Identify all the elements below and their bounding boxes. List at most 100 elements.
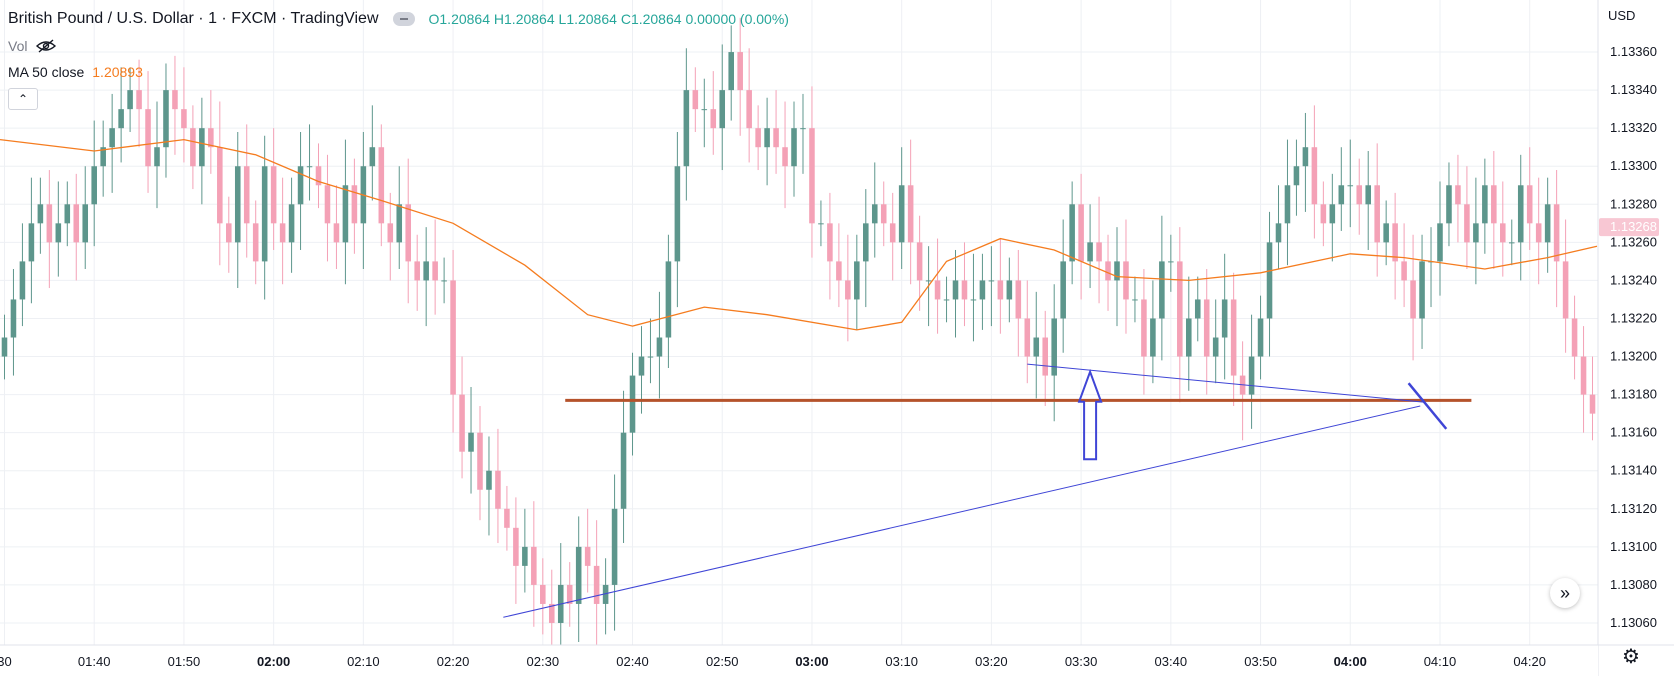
collapse-pill-icon[interactable]	[392, 12, 415, 26]
trend-line[interactable]	[1027, 363, 1425, 403]
candle-body	[629, 375, 636, 433]
close-value: 1.20864	[630, 11, 682, 27]
price-axis-bg	[1598, 0, 1674, 676]
legend-main: British Pound / U.S. Dollar · 1 · FXCM ·…	[8, 10, 789, 28]
legend-volume: Vol	[8, 38, 57, 54]
ma-label[interactable]: MA 50 close	[8, 64, 85, 80]
candle-body	[719, 90, 726, 129]
candle-body	[217, 147, 223, 224]
candle-body	[19, 261, 26, 300]
time-tick-label: 04:10	[1424, 654, 1457, 669]
candle-body	[1401, 261, 1407, 281]
gear-icon[interactable]: ⚙	[1622, 646, 1640, 668]
price-tick-label: 1.13340	[1610, 82, 1657, 97]
candle-body	[1320, 204, 1327, 224]
candle-body	[288, 204, 295, 243]
candle-body	[396, 204, 403, 243]
candle-body	[1159, 261, 1165, 319]
high-value: 1.20864	[504, 11, 555, 27]
time-axis-bg	[0, 645, 1598, 676]
candle-body	[611, 508, 618, 585]
candle-body	[369, 147, 376, 167]
trend-line[interactable]	[503, 405, 1421, 618]
time-tick-label: 04:20	[1513, 654, 1546, 669]
candlestick-series	[1, 17, 1596, 669]
candle-body	[28, 223, 35, 262]
last-price-badge	[1599, 218, 1659, 237]
candle-body	[1544, 204, 1551, 243]
time-tick-label: 03:10	[885, 654, 918, 669]
candle-body	[1419, 261, 1425, 319]
candle-body	[468, 432, 474, 452]
short-trend-stroke[interactable]	[1407, 382, 1448, 430]
price-tick-label: 1.13280	[1610, 196, 1657, 211]
price-tick-label: 1.13160	[1610, 425, 1657, 440]
candle-body	[1132, 299, 1138, 301]
candle-body	[952, 280, 959, 300]
candle-body	[172, 90, 178, 110]
candle-body	[100, 147, 106, 167]
candle-body	[127, 90, 133, 110]
ma-50-line	[0, 138, 1598, 331]
candle-body	[1526, 185, 1533, 224]
scroll-to-realtime-button[interactable]: »	[1550, 578, 1580, 608]
symbol-title[interactable]: British Pound / U.S. Dollar · 1 · FXCM ·…	[8, 10, 379, 27]
low-value: 1.20864	[566, 11, 617, 27]
candle-body	[674, 166, 681, 262]
candle-body	[1508, 242, 1515, 244]
time-tick-label: 02:20	[437, 654, 470, 669]
candle-body	[1535, 223, 1542, 243]
candle-body	[55, 223, 62, 243]
candle-body	[854, 261, 860, 300]
candle-body	[575, 546, 582, 604]
candle-body	[1194, 299, 1201, 319]
candle-body	[531, 546, 537, 585]
up-arrow-drawing[interactable]	[1077, 368, 1103, 461]
price-axis: 1.13360 1.13340 1.13320 1.13300 1.13280 1.132…	[1597, 0, 1674, 676]
collapse-legend-button[interactable]: ⌃	[8, 88, 38, 110]
candle-body	[1266, 242, 1273, 319]
candle-body	[10, 299, 17, 338]
candle-body	[486, 470, 492, 490]
candle-body	[540, 584, 546, 604]
candle-body	[208, 128, 214, 148]
candle-body	[1338, 185, 1345, 205]
candle-body	[450, 280, 456, 395]
price-tick-label: 1.13140	[1610, 463, 1657, 478]
price-tick-label: 1.13260	[1610, 234, 1657, 249]
price-tick-label: 1.13240	[1610, 272, 1657, 287]
candle-body	[46, 204, 53, 243]
candle-body	[1356, 185, 1363, 205]
currency-label[interactable]: USD	[1608, 8, 1636, 23]
price-tick-label: 1.13080	[1610, 577, 1657, 592]
drawings-layer	[503, 363, 1472, 618]
hidden-eye-icon[interactable]	[35, 38, 57, 54]
candle-body	[845, 280, 851, 300]
candle-body	[898, 185, 905, 243]
candle-body	[1203, 299, 1210, 357]
volume-label[interactable]: Vol	[8, 38, 28, 54]
candle-body	[566, 584, 573, 604]
candle-body	[836, 261, 842, 281]
candle-body	[226, 223, 232, 243]
candle-body	[1302, 147, 1309, 167]
candle-body	[638, 356, 645, 376]
price-tick-label: 1.13120	[1610, 501, 1657, 516]
candle-body	[620, 432, 627, 509]
candle-body	[1517, 185, 1524, 243]
candle-body	[1221, 299, 1228, 338]
ohlc-values: O1.20864 H1.20864 L1.20864 C1.20864 0.00…	[429, 11, 789, 27]
candle-body	[1141, 299, 1147, 357]
candle-body	[252, 223, 259, 262]
candle-body	[1491, 185, 1497, 224]
time-tick-label: 03:40	[1155, 654, 1188, 669]
candle-body	[432, 261, 438, 281]
candle-body	[1230, 299, 1237, 376]
candle-body	[979, 280, 986, 300]
candle-body	[118, 109, 124, 129]
time-tick-label: 03:00	[795, 654, 828, 669]
price-tick-label: 1.13060	[1610, 615, 1657, 630]
price-tick-label: 1.13320	[1610, 120, 1657, 135]
candle-body	[64, 204, 71, 224]
